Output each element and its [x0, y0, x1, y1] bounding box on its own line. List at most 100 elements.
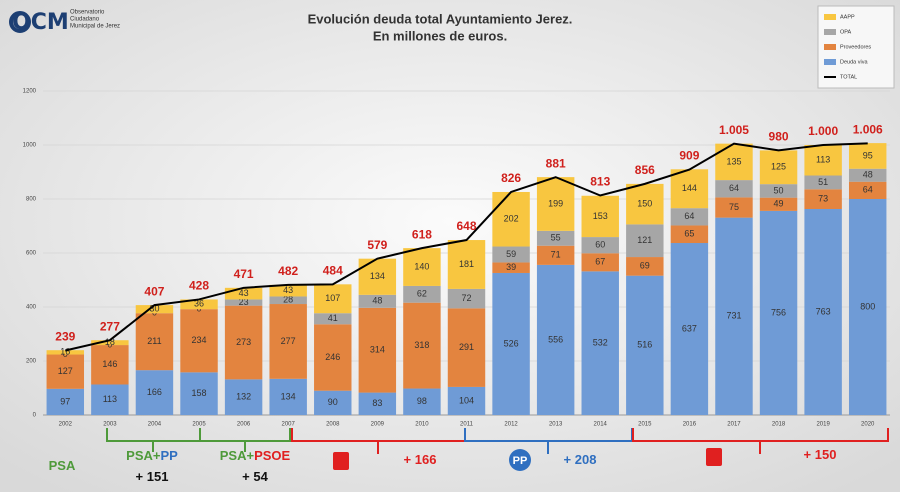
annotation: PP [513, 455, 528, 467]
bar-segment [91, 384, 129, 415]
data-label: 731 [726, 311, 741, 321]
logo: OCM Observatorio Ciudadano Municipal de … [9, 10, 120, 35]
data-label: 55 [551, 233, 561, 243]
total-label: 1.000 [808, 124, 838, 138]
data-label: 637 [682, 323, 697, 333]
legend-label: TOTAL [840, 74, 857, 80]
annotation: + 151 [136, 469, 169, 484]
bar-segment [759, 150, 798, 185]
x-tick-label: 2013 [549, 422, 563, 428]
annotation-part: PP [513, 455, 528, 467]
annotation-part: PSOE [254, 448, 290, 463]
data-label: 97 [60, 396, 70, 406]
total-label: 909 [679, 149, 699, 163]
bar-segment [314, 284, 352, 314]
data-label: 59 [506, 249, 516, 259]
legend-swatch [824, 14, 836, 20]
bar-segment [670, 208, 709, 226]
data-label: 64 [684, 211, 694, 221]
bar-segment [759, 197, 798, 211]
bar-segment [91, 345, 129, 385]
data-label: 150 [637, 199, 652, 209]
data-label: 98 [417, 396, 427, 406]
bar-segment [135, 313, 174, 371]
total-label: 881 [546, 156, 566, 170]
data-label: 50 [774, 185, 784, 195]
bar-segment [715, 217, 753, 415]
data-label: 51 [818, 177, 828, 187]
total-label: 277 [100, 319, 120, 333]
total-label: 618 [412, 227, 432, 241]
bar-segment [403, 302, 441, 389]
bar-segment [269, 284, 307, 297]
total-label: 648 [456, 219, 476, 233]
data-label: 107 [325, 293, 340, 303]
data-label: 211 [147, 336, 161, 346]
bar-segment [715, 180, 753, 198]
bar-segment [358, 307, 397, 393]
annotation: + 166 [404, 452, 437, 467]
total-label: 1.005 [719, 123, 749, 137]
annotation: PSA+PSOE [220, 448, 291, 463]
y-tick-label: 200 [26, 359, 37, 365]
legend-label: OPA [840, 29, 852, 35]
bar-segment [314, 324, 352, 391]
x-tick-label: 2016 [683, 422, 697, 428]
bar-segment [91, 340, 129, 346]
bar-segment [536, 177, 575, 231]
y-tick-label: 800 [26, 197, 37, 203]
data-label: 69 [640, 261, 650, 271]
bar-segment [715, 143, 753, 181]
bar-segment [804, 145, 842, 176]
bar-segment [626, 183, 664, 225]
data-label: 144 [682, 183, 697, 193]
annotation-part: + 166 [404, 452, 437, 467]
data-label: 30 [149, 304, 159, 314]
total-label: 826 [501, 171, 521, 185]
data-label: 113 [103, 394, 117, 404]
x-tick-label: 2014 [594, 422, 608, 428]
total-label: 428 [189, 279, 209, 293]
bar-segment [804, 189, 842, 209]
total-label: 980 [769, 130, 789, 144]
data-label: 532 [593, 338, 608, 348]
y-tick-label: 600 [26, 251, 37, 257]
total-label: 471 [234, 267, 254, 281]
data-label: 104 [459, 395, 474, 405]
bar-segment [358, 294, 397, 308]
period-brackets [106, 428, 889, 454]
bar-segment [224, 299, 263, 306]
bar-segment [626, 257, 664, 276]
data-label: 134 [281, 391, 296, 401]
bar-segment [403, 388, 441, 415]
x-tick-label: 2008 [326, 422, 340, 428]
bar-segment [447, 240, 486, 289]
annotation-part: PP [160, 448, 178, 463]
annotation-part: PSA+ [126, 448, 161, 463]
y-tick-label: 1200 [23, 89, 37, 95]
logo-text: Municipal de Jerez [70, 24, 120, 30]
logo-text: Observatorio [70, 10, 105, 16]
y-tick-label: 400 [26, 305, 37, 311]
x-tick-label: 2019 [816, 422, 830, 428]
x-tick-label: 2005 [192, 422, 206, 428]
data-label: 23 [239, 297, 249, 307]
bar-segment [224, 305, 263, 380]
data-label: 95 [863, 150, 873, 160]
data-label: 800 [860, 301, 875, 311]
bar-segment [46, 388, 85, 415]
total-label: 482 [278, 264, 298, 278]
annotation-part: + 151 [136, 469, 169, 484]
annotation-part: + 54 [242, 469, 268, 484]
total-label: 407 [144, 284, 164, 298]
bracket [200, 428, 291, 452]
bar-segment [536, 264, 575, 415]
x-tick-label: 2002 [59, 422, 73, 428]
bar-segment [670, 243, 709, 415]
bar-segment [536, 245, 575, 265]
bar-segment [848, 199, 887, 415]
data-label: 166 [147, 387, 162, 397]
bar-segment [670, 169, 709, 209]
data-label: 64 [729, 183, 739, 193]
bracket [106, 428, 201, 452]
